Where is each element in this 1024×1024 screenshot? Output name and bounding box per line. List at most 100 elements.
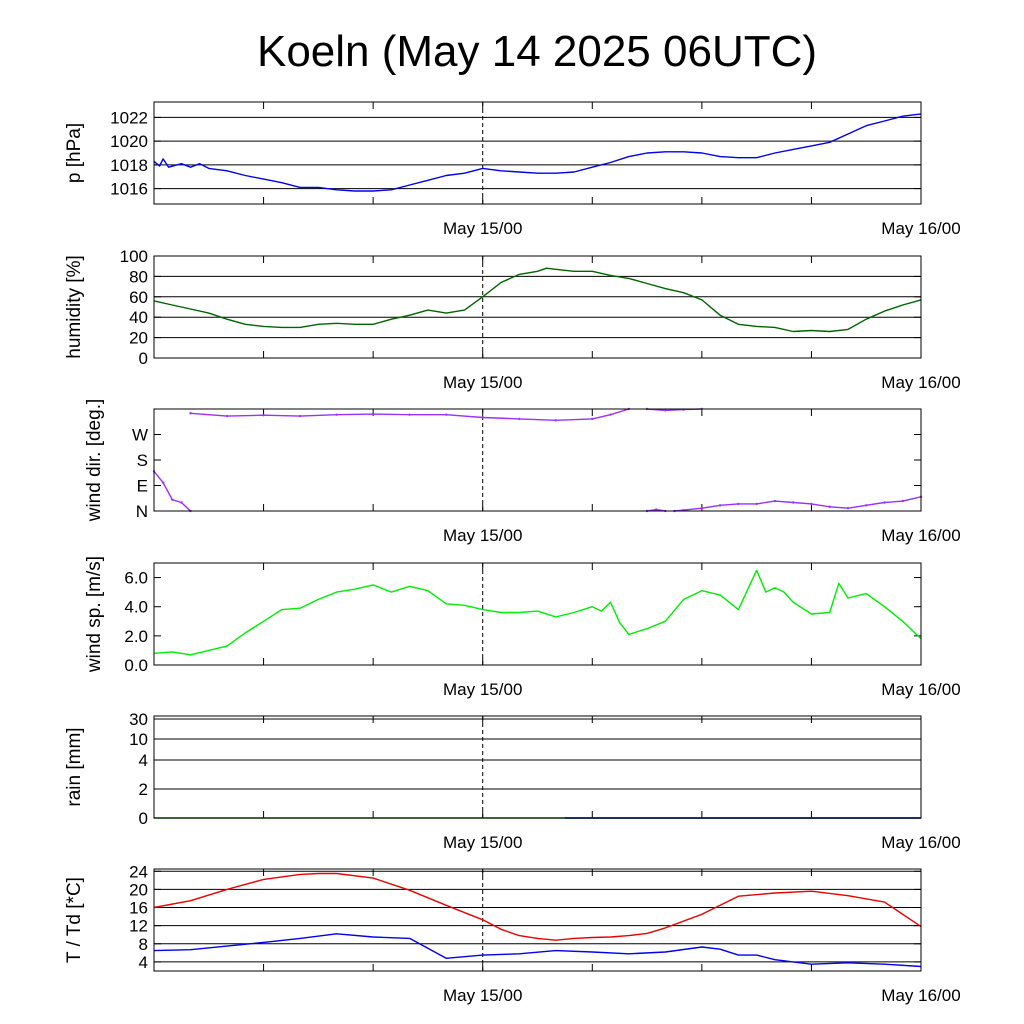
x-tick-label: May 15/00: [443, 219, 522, 238]
y-tick-label: 6.0: [124, 569, 148, 588]
x-tick-label: May 16/00: [881, 833, 960, 852]
data-point-wind-direction: [791, 501, 795, 504]
y-tick-label: 1020: [110, 132, 148, 151]
y-tick-label: 0.0: [124, 656, 148, 675]
x-tick-label: May 16/00: [881, 526, 960, 545]
y-tick-label: W: [132, 426, 148, 445]
data-point-wind-direction: [298, 414, 302, 418]
y-tick-label: E: [137, 477, 148, 496]
panel-frame: [153, 868, 922, 972]
panel-pressure: 1016 1018 1020 1022 p [hPa] May 15/00 May 16/0…: [64, 101, 961, 238]
data-point-wind-direction: [755, 502, 758, 506]
y-axis-label: p [hPa]: [64, 123, 85, 183]
y-tick-label: 100: [120, 247, 148, 266]
y-tick-label: 2.0: [124, 627, 148, 646]
chart-title: Koeln (May 14 2025 06UTC): [257, 27, 817, 76]
data-point-wind-direction: [718, 504, 722, 507]
x-tick-label: May 15/00: [443, 833, 522, 852]
y-axis-label: rain [mm]: [64, 727, 85, 806]
series-line-temperature-1: [153, 933, 922, 968]
x-tick-label: May 15/00: [443, 373, 522, 392]
y-tick-label: 24: [129, 862, 148, 881]
y-tick-label: 0: [139, 809, 148, 828]
y-tick-label: 10: [129, 730, 148, 749]
series-line-humidity: [153, 267, 922, 333]
y-tick-label: 4: [139, 953, 148, 972]
x-tick-label: May 16/00: [881, 373, 960, 392]
data-point-wind-direction: [161, 481, 165, 484]
data-point-wind-direction: [773, 499, 777, 503]
panel-frame: [153, 715, 922, 819]
data-point-wind-direction: [518, 417, 521, 421]
series-line-pressure: [153, 113, 922, 192]
data-point-wind-direction: [408, 413, 411, 416]
data-point-wind-direction: [225, 414, 229, 418]
x-tick-label: May 15/00: [443, 986, 522, 1005]
series-line-wind-speed: [153, 569, 922, 656]
x-tick-label: May 15/00: [443, 526, 522, 545]
data-point-wind-direction: [737, 502, 740, 506]
data-point-wind-direction: [180, 501, 183, 504]
data-point-wind-direction: [865, 504, 868, 507]
data-point-wind-direction: [481, 416, 484, 419]
y-tick-label: 0: [139, 349, 148, 368]
y-tick-label: S: [137, 451, 148, 470]
y-axis-label: wind sp. [m/s]: [84, 556, 105, 673]
data-point-wind-direction: [262, 414, 265, 417]
data-point-wind-direction: [664, 409, 667, 412]
y-tick-label: 8: [139, 935, 148, 954]
y-tick-label: 1022: [110, 108, 148, 127]
x-tick-label: May 16/00: [881, 219, 960, 238]
y-tick-label: 1018: [110, 156, 148, 175]
x-tick-label: May 16/00: [881, 986, 960, 1005]
data-point-wind-direction: [846, 506, 850, 510]
y-tick-label: 2: [139, 780, 148, 799]
y-tick-label: 80: [129, 267, 148, 286]
data-point-wind-direction: [828, 505, 831, 508]
y-axis-label: humidity [%]: [64, 255, 85, 358]
data-point-wind-direction: [335, 413, 338, 416]
data-point-wind-direction: [591, 417, 594, 421]
y-tick-label: N: [136, 502, 148, 521]
data-point-wind-direction: [810, 502, 813, 506]
y-tick-label: 4: [139, 751, 148, 770]
panel-wind-speed: 0.0 2.0 4.0 6.0 wind sp. [m/s] May 15/00 May 1…: [84, 556, 961, 699]
y-tick-label: 40: [129, 308, 148, 327]
y-tick-label: 4.0: [124, 598, 148, 617]
series-line-temperature-0: [153, 872, 922, 941]
y-tick-label: 60: [129, 288, 148, 307]
series-line-wind-direction-0: [153, 470, 191, 512]
data-point-wind-direction: [700, 506, 704, 510]
y-tick-label: 20: [129, 880, 148, 899]
data-point-wind-direction: [554, 419, 557, 422]
data-point-wind-direction: [609, 413, 612, 416]
y-tick-label: 30: [129, 710, 148, 729]
series-line-wind-direction-4: [674, 496, 922, 512]
panel-frame: [153, 562, 922, 666]
data-point-wind-direction: [901, 499, 904, 503]
data-point-wind-direction: [171, 498, 174, 501]
series-line-wind-direction-1: [190, 408, 630, 421]
panel-frame: [153, 408, 922, 512]
y-axis-label: wind dir. [deg.]: [84, 399, 105, 523]
data-point-wind-direction: [883, 501, 886, 504]
y-tick-label: 20: [129, 329, 148, 348]
x-tick-label: May 16/00: [881, 680, 960, 699]
panel-frame: [153, 101, 922, 205]
data-point-wind-direction: [371, 412, 375, 416]
y-tick-label: 16: [129, 899, 148, 918]
data-point-wind-direction: [444, 413, 448, 416]
y-tick-label: 1016: [110, 180, 148, 199]
x-tick-label: May 15/00: [443, 680, 522, 699]
data-point-wind-direction: [655, 508, 658, 511]
y-axis-label: T / Td [*C]: [64, 877, 85, 963]
panel-frame: [153, 255, 922, 359]
y-tick-label: 12: [129, 917, 148, 936]
data-point-wind-direction: [189, 412, 192, 415]
